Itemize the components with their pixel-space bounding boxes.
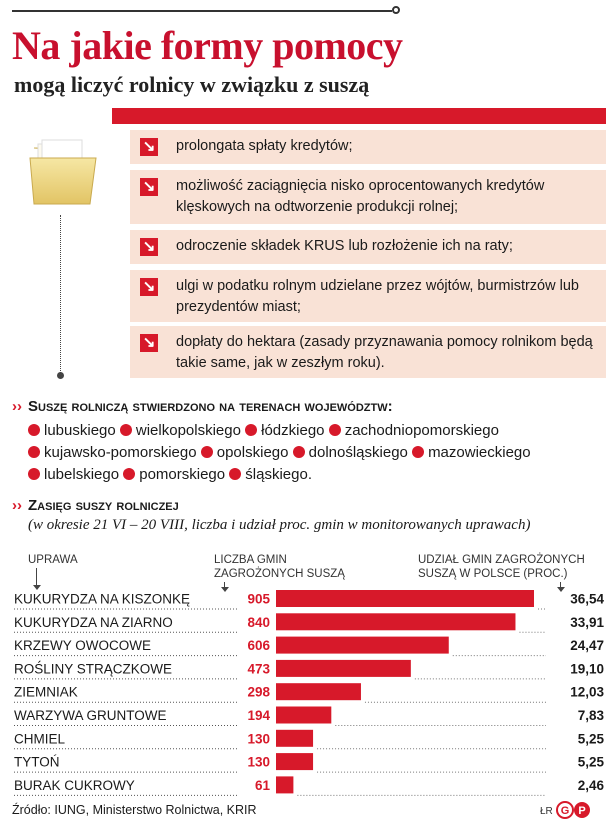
region-item: zachodniopomorskiego	[328, 422, 499, 439]
folder-icon	[29, 139, 97, 205]
arrow-down-right-icon: ↘	[140, 278, 158, 296]
connector-dot	[57, 372, 64, 379]
page-title: Na jakie formy pomocy	[12, 23, 403, 68]
category-label: KUKURYDZA NA ZIARNO	[14, 615, 173, 630]
bar	[276, 729, 314, 747]
help-item-text: odroczenie składek KRUS lub rozłożenie i…	[176, 238, 513, 254]
column-header-share: UDZIAŁ GMIN ZAGROŻONYCH SUSZĄ W POLSCE (…	[418, 554, 585, 580]
bar	[276, 706, 332, 724]
help-item-text: możliwość zaciągnięcia nisko oprocentowa…	[176, 178, 545, 215]
range-heading: ›› Zasięg suszy rolniczej	[12, 497, 179, 514]
page-subtitle: mogą liczyć rolnicy w związku z suszą	[14, 72, 370, 97]
category-label: KRZEWY OWOCOWE	[14, 638, 151, 653]
region-item: śląskiego.	[229, 466, 312, 483]
category-label: KUKURYDZA NA KISZONKĘ	[14, 592, 190, 607]
arrow-down-icon	[221, 582, 229, 592]
bar	[276, 590, 534, 607]
region-item: lubelskiego	[28, 466, 119, 483]
category-label: ROŚLINY STRĄCZKOWE	[14, 661, 172, 676]
bullet-dot-icon	[328, 424, 341, 436]
region-item: dolnośląskiego	[292, 444, 408, 461]
bullet-dot-icon	[229, 468, 242, 480]
count-value: 61	[255, 778, 271, 793]
bullet-dot-icon	[119, 424, 132, 436]
share-value: 24,47	[570, 638, 604, 653]
logo-letter: P	[578, 805, 585, 817]
column-header-crop: UPRAWA	[28, 554, 78, 566]
bullet-dot-icon	[200, 446, 213, 458]
help-item: ↘ odroczenie składek KRUS lub rozłożenie…	[130, 230, 606, 264]
count-value: 606	[247, 638, 270, 653]
count-value: 194	[247, 708, 270, 723]
help-item: ↘ ulgi w podatku rolnym udzielane przez …	[130, 270, 606, 322]
help-item: ↘ prolongata spłaty kredytów;	[130, 130, 606, 164]
help-item: ↘ możliwość zaciągnięcia nisko oprocento…	[130, 170, 606, 224]
share-value: 33,91	[570, 615, 604, 630]
red-band	[112, 108, 606, 124]
chevron-right-icon: ››	[12, 398, 22, 415]
count-value: 130	[247, 755, 270, 770]
help-item: ↘ dopłaty do hektara (zasady przyznawani…	[130, 326, 606, 378]
category-label: CHMIEL	[14, 731, 65, 746]
regions-list: lubuskiego wielkopolskiego łódzkiego zac…	[28, 420, 610, 486]
svg-text:G: G	[561, 805, 570, 817]
column-header-count: LICZBA GMIN ZAGROŻONYCH SUSZĄ	[214, 554, 345, 580]
share-value: 7,83	[578, 708, 605, 723]
category-label: BURAK CUKROWY	[14, 778, 135, 793]
help-item-text: prolongata spłaty kredytów;	[176, 138, 353, 154]
publisher-logo: G P	[556, 801, 590, 819]
category-label: WARZYWA GRUNTOWE	[14, 708, 167, 723]
category-label: TYTOŃ	[14, 755, 60, 770]
count-value: 298	[247, 685, 270, 700]
bullet-dot-icon	[292, 446, 305, 458]
region-item: kujawsko-pomorskiego	[28, 444, 197, 461]
source-note: Źródło: IUNG, Ministerstwo Rolnictwa, KR…	[12, 803, 257, 817]
regions-heading: ›› Suszę rolniczą stwierdzono na terenach…	[12, 398, 393, 415]
share-value: 2,46	[578, 778, 605, 793]
count-value: 130	[247, 731, 270, 746]
count-value: 840	[247, 615, 270, 630]
share-value: 5,25	[578, 731, 605, 746]
region-item: wielkopolskiego	[119, 422, 241, 439]
bullet-dot-icon	[123, 468, 136, 480]
bar	[276, 613, 516, 631]
top-rule	[12, 10, 392, 12]
region-item: łódzkiego	[245, 422, 325, 439]
category-label: ZIEMNIAK	[14, 685, 78, 700]
arrow-down-icon	[33, 568, 41, 590]
bar	[276, 659, 411, 677]
bullet-dot-icon	[28, 468, 40, 480]
share-value: 19,10	[570, 661, 604, 676]
region-item: opolskiego	[200, 444, 288, 461]
arrow-down-right-icon: ↘	[140, 238, 158, 256]
connector-line	[60, 215, 61, 373]
arrow-down-right-icon: ↘	[140, 178, 158, 196]
bar	[276, 683, 361, 701]
help-item-text: ulgi w podatku rolnym udzielane przez wó…	[176, 278, 579, 315]
arrow-down-right-icon: ↘	[140, 334, 158, 352]
arrow-down-right-icon: ↘	[140, 138, 158, 156]
help-item-text: dopłaty do hektara (zasady przyznawania …	[176, 334, 593, 371]
region-item: lubuskiego	[28, 422, 116, 439]
share-value: 12,03	[570, 685, 604, 700]
bullet-dot-icon	[245, 424, 258, 436]
top-rule-end-dot	[392, 6, 400, 14]
bar	[276, 776, 294, 794]
bullet-dot-icon	[28, 446, 40, 458]
chevron-right-icon: ››	[12, 497, 22, 514]
region-item: pomorskiego	[123, 466, 225, 483]
count-value: 473	[247, 661, 270, 676]
bar	[276, 636, 449, 654]
author-signature: ŁR	[540, 806, 553, 817]
range-subheading: (w okresie 21 VI – 20 VIII, liczba i udz…	[28, 517, 531, 533]
share-value: 5,25	[578, 755, 605, 770]
share-value: 36,54	[570, 592, 604, 607]
bar	[276, 753, 314, 771]
bullet-dot-icon	[28, 424, 40, 436]
region-item: mazowieckiego	[412, 444, 531, 461]
drought-range-chart: KUKURYDZA NA KISZONKĘ 905 36,54 KUKURYDZA N…	[14, 590, 605, 796]
count-value: 905	[247, 592, 270, 607]
arrow-down-icon	[557, 582, 565, 592]
bullet-dot-icon	[412, 446, 425, 458]
